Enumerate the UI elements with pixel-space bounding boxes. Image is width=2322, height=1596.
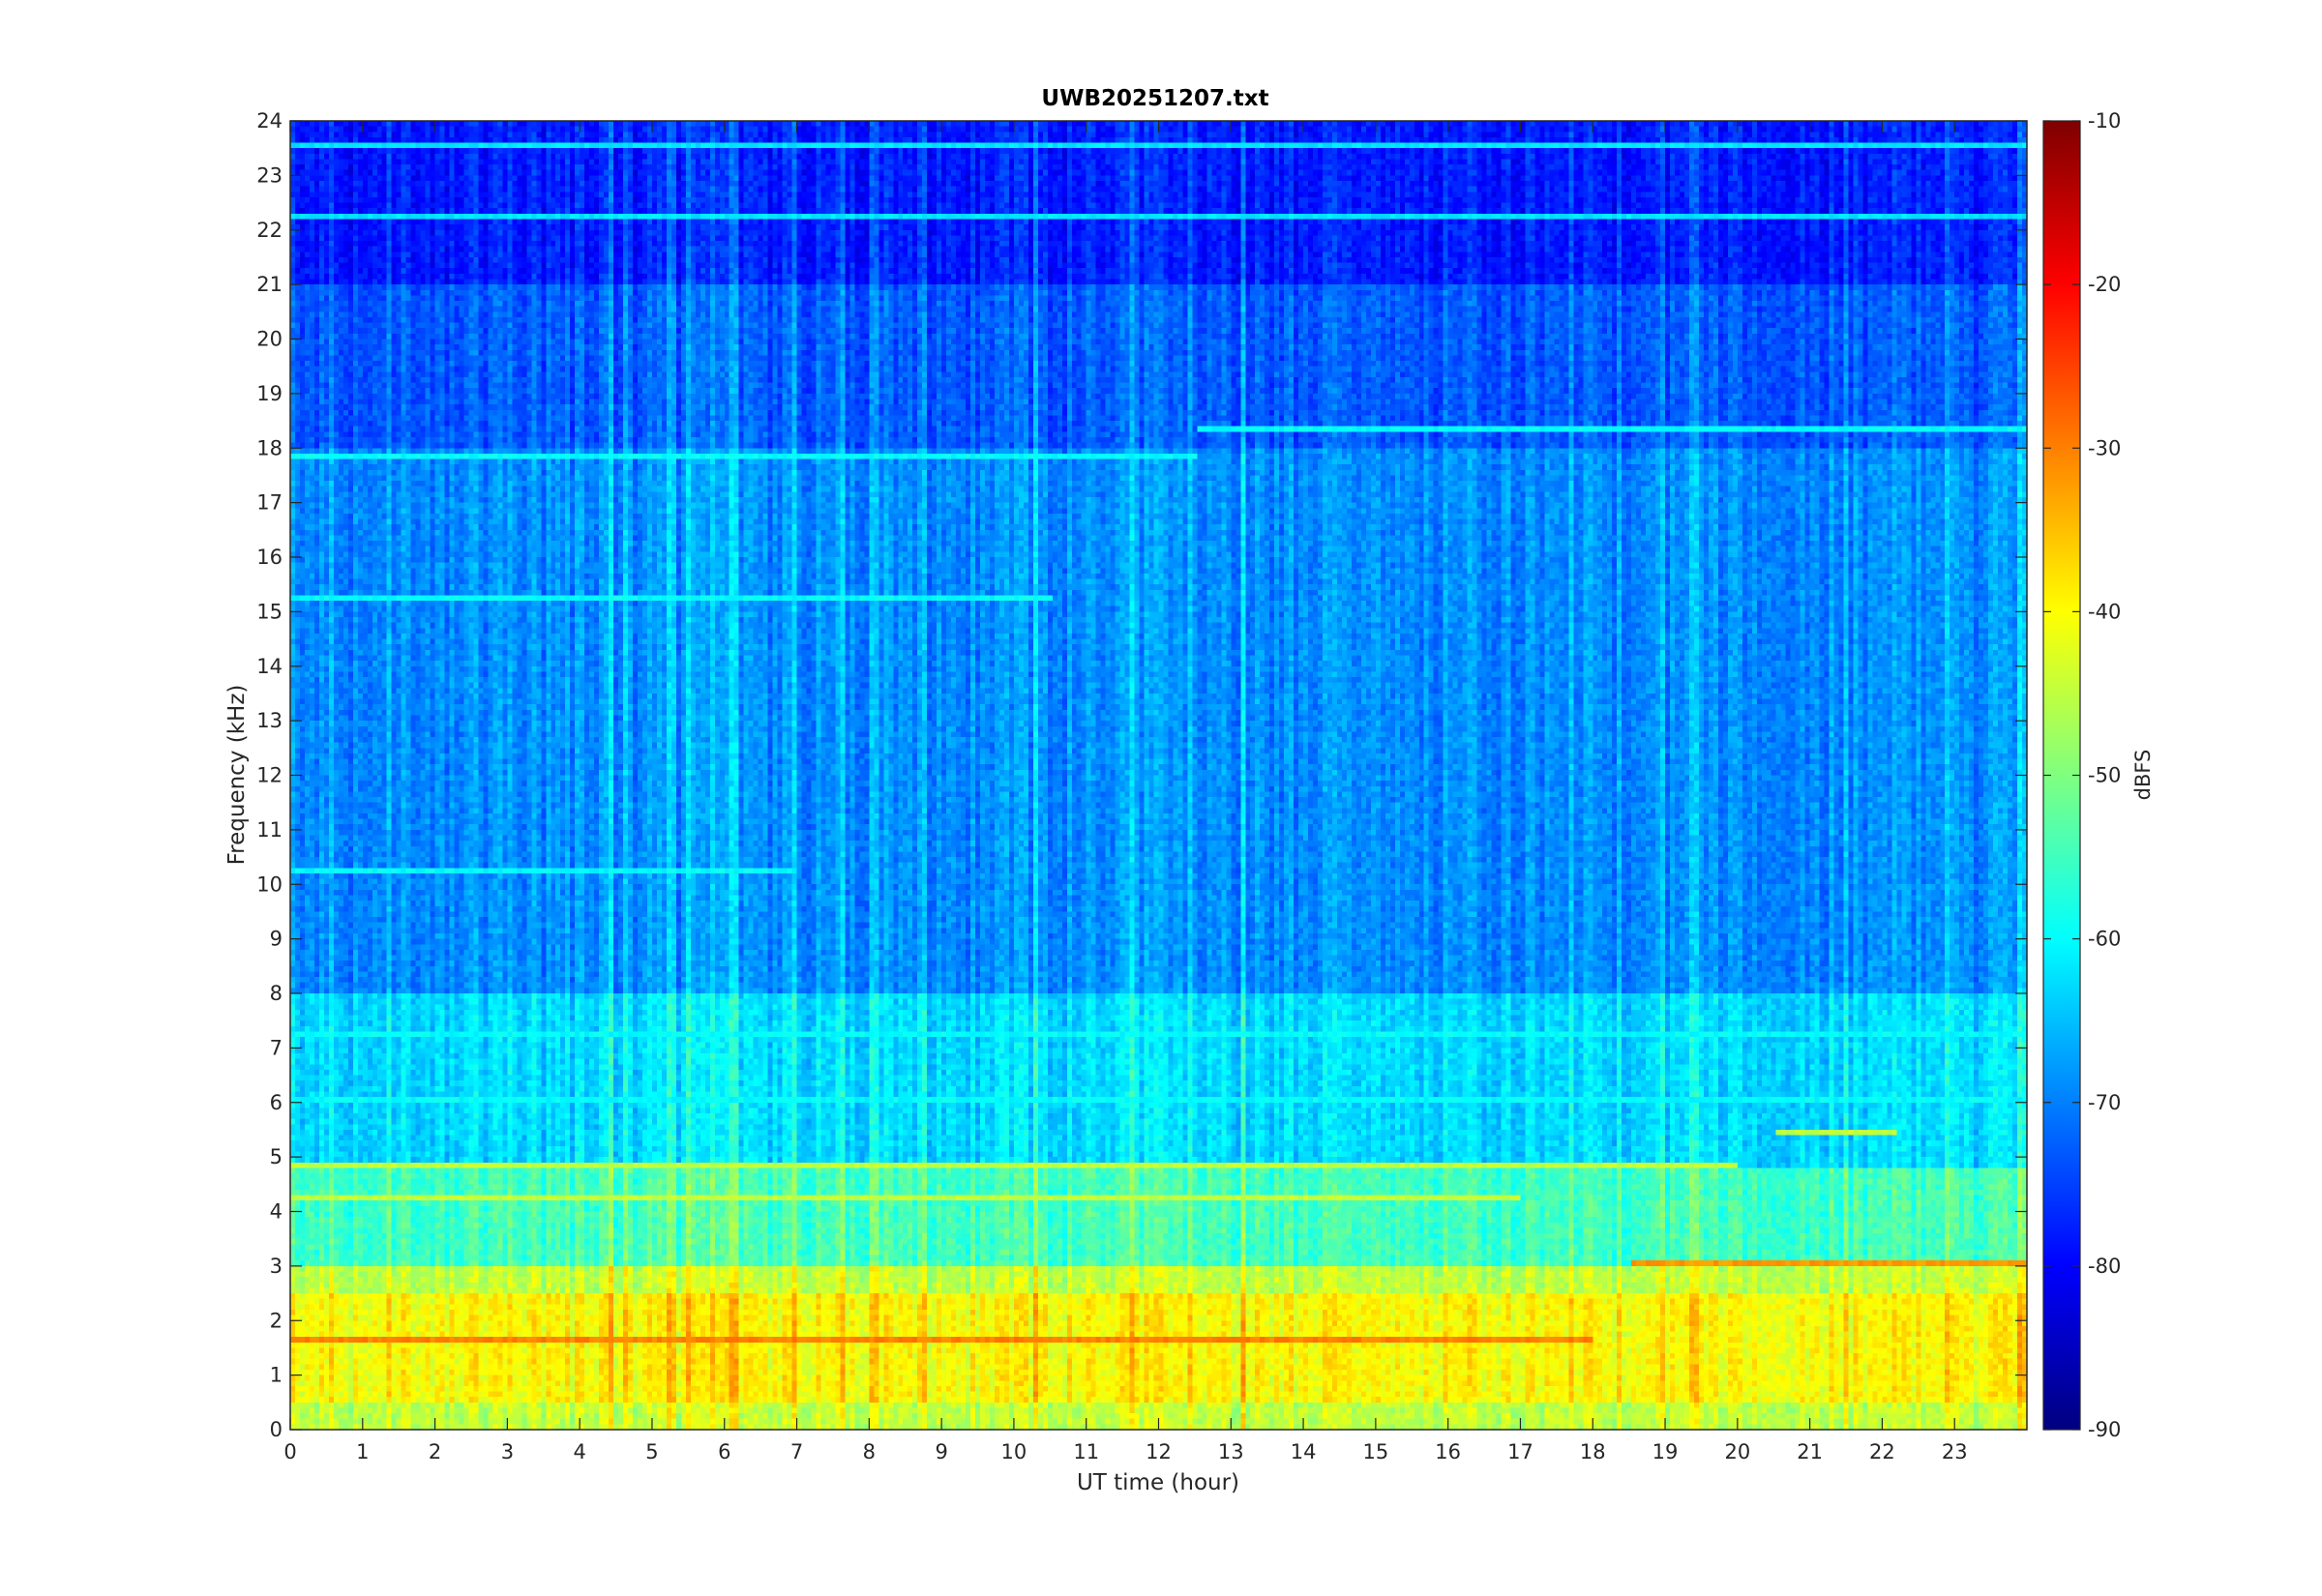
y-tick-label: 22 bbox=[256, 219, 283, 242]
y-tick-label: 19 bbox=[256, 382, 283, 405]
y-tick-label: 1 bbox=[270, 1364, 283, 1387]
y-tick-label: 10 bbox=[256, 872, 283, 896]
colorbar-tick-label: -50 bbox=[2088, 764, 2121, 787]
y-tick-label: 17 bbox=[256, 491, 283, 515]
y-tick-label: 11 bbox=[256, 818, 283, 842]
y-tick-label: 15 bbox=[256, 600, 283, 623]
x-tick-label: 14 bbox=[1291, 1440, 1317, 1463]
y-tick-label: 2 bbox=[270, 1309, 283, 1332]
y-tick-label: 18 bbox=[256, 436, 283, 459]
x-tick-label: 19 bbox=[1652, 1440, 1679, 1463]
spectrogram-heatmap bbox=[290, 121, 2027, 1430]
y-tick-label: 24 bbox=[256, 109, 283, 133]
x-tick-label: 7 bbox=[790, 1440, 803, 1463]
y-tick-label: 7 bbox=[270, 1036, 283, 1059]
x-tick-label: 8 bbox=[863, 1440, 876, 1463]
x-tick-label: 18 bbox=[1580, 1440, 1606, 1463]
x-tick-label: 6 bbox=[718, 1440, 730, 1463]
y-tick-label: 21 bbox=[256, 273, 283, 296]
chart-title: UWB20251207.txt bbox=[1041, 86, 1268, 111]
colorbar-tick-label: -80 bbox=[2088, 1255, 2121, 1278]
colorbar-tick-label: -10 bbox=[2088, 109, 2121, 133]
x-axis-label: UT time (hour) bbox=[1077, 1470, 1239, 1495]
x-tick-label: 22 bbox=[1869, 1440, 1895, 1463]
y-tick-label: 4 bbox=[270, 1200, 283, 1224]
x-axis: 0 1 2 3 4 5 6 7 8 9 10 11 12 13 14 15 16 17 18 19 20 21 22 23 bbox=[283, 121, 1968, 1463]
x-tick-label: 5 bbox=[645, 1440, 658, 1463]
y-tick-label: 13 bbox=[256, 709, 283, 732]
y-tick-label: 20 bbox=[256, 328, 283, 351]
x-tick-label: 15 bbox=[1363, 1440, 1389, 1463]
y-tick-label: 8 bbox=[270, 982, 283, 1005]
x-tick-label: 23 bbox=[1942, 1440, 1968, 1463]
colorbar-tick-label: -40 bbox=[2088, 600, 2121, 623]
colorbar-tick-label: -60 bbox=[2088, 928, 2121, 951]
x-tick-label: 21 bbox=[1797, 1440, 1823, 1463]
x-tick-label: 3 bbox=[501, 1440, 514, 1463]
y-tick-label: 23 bbox=[256, 163, 283, 187]
x-tick-label: 2 bbox=[429, 1440, 441, 1463]
x-tick-label: 17 bbox=[1507, 1440, 1533, 1463]
x-tick-label: 11 bbox=[1073, 1440, 1099, 1463]
x-tick-label: 10 bbox=[1001, 1440, 1027, 1463]
colorbar-tick-label: -20 bbox=[2088, 273, 2121, 296]
x-tick-label: 9 bbox=[935, 1440, 947, 1463]
colorbar-tick-label: -90 bbox=[2088, 1418, 2121, 1441]
x-tick-label: 13 bbox=[1218, 1440, 1244, 1463]
colorbar-ticks: -10 -20 -30 -40 -50 -60 -70 -80 -90 bbox=[2043, 109, 2121, 1441]
y-tick-label: 3 bbox=[270, 1255, 283, 1278]
y-tick-label: 12 bbox=[256, 764, 283, 787]
colorbar-tick-label: -70 bbox=[2088, 1091, 2121, 1114]
y-tick-label: 16 bbox=[256, 546, 283, 569]
x-tick-label: 4 bbox=[573, 1440, 585, 1463]
x-tick-label: 20 bbox=[1724, 1440, 1750, 1463]
y-axis-label: Frequency (kHz) bbox=[224, 685, 250, 866]
y-tick-label: 5 bbox=[270, 1145, 283, 1168]
x-tick-label: 1 bbox=[356, 1440, 369, 1463]
colorbar-label: dBFS bbox=[2131, 750, 2155, 801]
x-tick-label: 0 bbox=[283, 1440, 296, 1463]
colorbar-tick-label: -30 bbox=[2088, 436, 2121, 459]
x-tick-label: 16 bbox=[1435, 1440, 1461, 1463]
y-tick-label: 14 bbox=[256, 655, 283, 678]
y-tick-label: 9 bbox=[270, 928, 283, 951]
y-tick-label: 0 bbox=[270, 1418, 283, 1441]
x-tick-label: 12 bbox=[1146, 1440, 1172, 1463]
spectrogram-image bbox=[290, 121, 2027, 1430]
y-tick-label: 6 bbox=[270, 1091, 283, 1114]
